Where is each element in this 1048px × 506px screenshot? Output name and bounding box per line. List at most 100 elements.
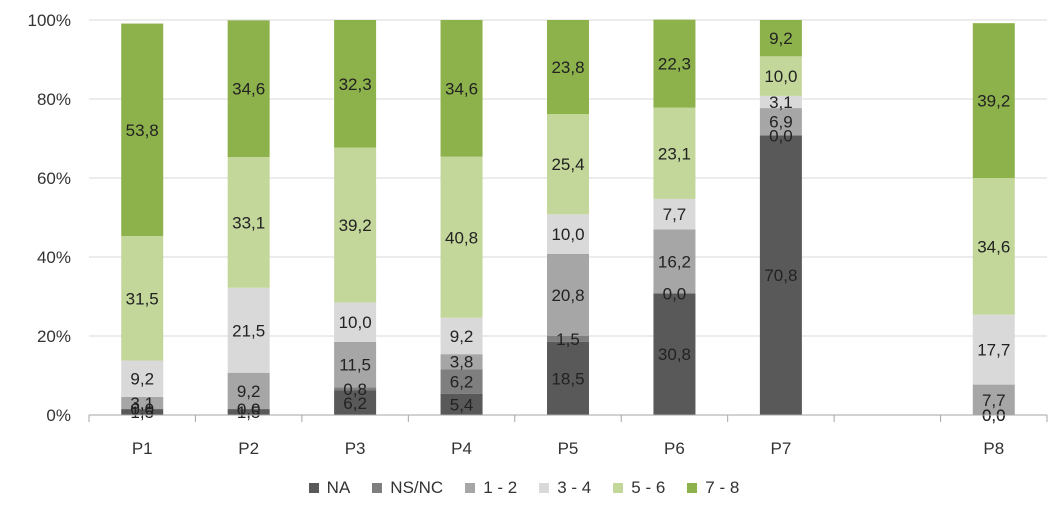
data-label: 10,0 [764,67,797,86]
bar-segment [547,253,589,336]
data-label: 31,5 [126,289,159,308]
bar-segment [759,135,802,415]
bar-segment [547,336,589,342]
bar-segment [334,302,377,342]
legend-swatch [613,483,624,493]
x-tick-label: P6 [664,439,685,458]
bar-segment [759,20,802,57]
legend-item: NS/NC [372,478,443,498]
data-label: 33,1 [232,213,265,232]
bar-segment [653,229,696,294]
legend-swatch [308,483,319,493]
data-label: 9,2 [237,382,261,401]
data-label: 23,8 [551,58,584,77]
bar-segment [972,178,1015,315]
bar-segment [440,369,483,394]
legend-swatch [687,483,698,493]
data-label: 5,4 [450,395,474,414]
data-label: 10,0 [551,225,584,244]
legend-item: 3 - 4 [539,478,591,498]
bar-segment [759,108,802,136]
bar-segment [227,20,270,158]
data-label: 34,6 [977,237,1010,256]
data-label: 3,1 [130,394,154,413]
bar-segment [334,390,377,415]
bar-segment [759,56,802,96]
data-label: 1,5 [556,330,580,349]
bar-segment [440,20,483,157]
legend-swatch [465,483,476,493]
data-label: 0,0 [769,126,793,145]
bar-segment [972,384,1015,415]
x-tick-label: P7 [770,439,791,458]
data-label: 3,1 [769,93,793,112]
data-label: 0,0 [237,400,261,419]
legend-swatch [372,483,383,493]
data-label: 18,5 [551,369,584,388]
legend-label: 7 - 8 [705,478,740,497]
stacked-bar-chart: 0%20%40%60%80%100%1,50,03,19,231,553,81,… [28,11,1048,458]
data-label: 0,8 [343,380,367,399]
y-tick-label: 80% [37,90,71,109]
bar-segment [972,314,1015,385]
legend-label: 3 - 4 [557,478,592,497]
data-label: 17,7 [977,341,1010,360]
y-tick-label: 0% [46,406,71,425]
data-label: 30,8 [658,345,691,364]
data-label: 3,8 [450,353,474,372]
data-label: 53,8 [126,121,159,140]
bar-segment [334,20,377,148]
data-label: 10,0 [339,313,372,332]
bar-segment [653,293,696,415]
y-tick-label: 60% [37,169,71,188]
data-label: 25,4 [551,155,584,174]
data-label: 0,0 [663,284,687,303]
bar-segment [121,236,164,361]
data-label: 9,2 [450,327,474,346]
data-label: 32,3 [339,75,372,94]
data-label: 7,7 [663,205,687,224]
chart-legend: NA NS/NC 1 - 2 3 - 4 5 - 6 7 - 8 [0,478,1048,498]
legend-label: 1 - 2 [483,478,518,497]
data-label: 0,0 [130,400,154,419]
bar-segment [121,360,164,397]
x-tick-label: P4 [451,439,472,458]
bar-segment [227,409,270,415]
data-label: 39,2 [977,92,1010,111]
bar-segment [440,393,483,415]
y-tick-label: 20% [37,327,71,346]
legend-item: 7 - 8 [687,478,739,498]
data-label: 70,8 [764,266,797,285]
x-tick-label: P8 [983,439,1004,458]
data-label: 9,2 [769,29,793,48]
data-label: 6,2 [450,372,474,391]
data-label: 1,5 [237,403,261,422]
data-label: 9,2 [130,370,154,389]
bar-segment [547,114,589,215]
legend-item: 5 - 6 [613,478,665,498]
bar-segment [227,372,270,410]
bar-segment [547,20,589,115]
data-label: 22,3 [658,55,691,74]
x-tick-label: P1 [132,439,153,458]
bar-segment [121,396,164,410]
bar-segment [653,19,696,108]
data-label: 21,5 [232,321,265,340]
data-label: 39,2 [339,216,372,235]
bar-segment [440,156,483,318]
legend-label: 5 - 6 [631,478,666,497]
x-tick-label: P3 [345,439,366,458]
legend-item: 1 - 2 [465,478,517,498]
bar-segment [121,409,164,415]
data-label: 20,8 [551,286,584,305]
bar-segment [547,341,589,415]
data-label: 7,7 [982,391,1006,410]
bar-segment [440,317,483,355]
legend-item: NA [308,478,350,498]
bar-segment [227,287,270,373]
bar-segment [972,23,1015,178]
bar-segment [759,95,802,109]
legend-swatch [539,483,550,493]
x-tick-label: P2 [238,439,259,458]
